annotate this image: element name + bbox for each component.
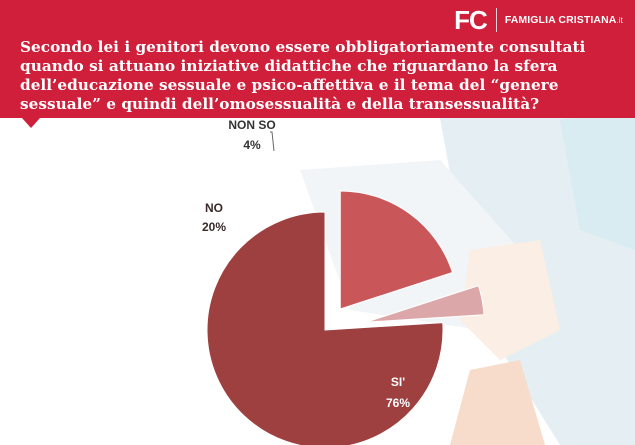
brand-logo: FC (454, 5, 488, 35)
slice-value-si: 76% (386, 396, 410, 410)
bg-shape-peach-bottom (450, 360, 545, 445)
slice-label-non-so: NON SO (228, 118, 275, 132)
slice-label-no: NO (205, 201, 223, 215)
slice-label-si: SI' (391, 375, 405, 389)
header-banner: Secondo lei i genitori devono essere obb… (0, 0, 635, 118)
brand-name: FAMIGLIA CRISTIANA.it (505, 14, 623, 26)
bg-shape-teal (560, 110, 635, 250)
brand-name-text: FAMIGLIA CRISTIANA (504, 14, 617, 26)
pie-slice-no (339, 190, 454, 310)
pie-slice-non-so (366, 285, 485, 323)
brand-divider (495, 8, 497, 32)
pie-slice-si (206, 211, 444, 445)
slice-value-no: 20% (202, 220, 226, 234)
non-so-leader-line (270, 131, 275, 152)
question-text: Secondo lei i genitori devono essere obb… (20, 38, 586, 113)
bg-shape-peach (460, 240, 560, 360)
header-notch (22, 118, 40, 128)
brand[interactable]: FC FAMIGLIA CRISTIANA.it (454, 6, 623, 34)
slice-value-non-so: 4% (243, 138, 261, 152)
brand-suffix: .it (616, 16, 623, 25)
